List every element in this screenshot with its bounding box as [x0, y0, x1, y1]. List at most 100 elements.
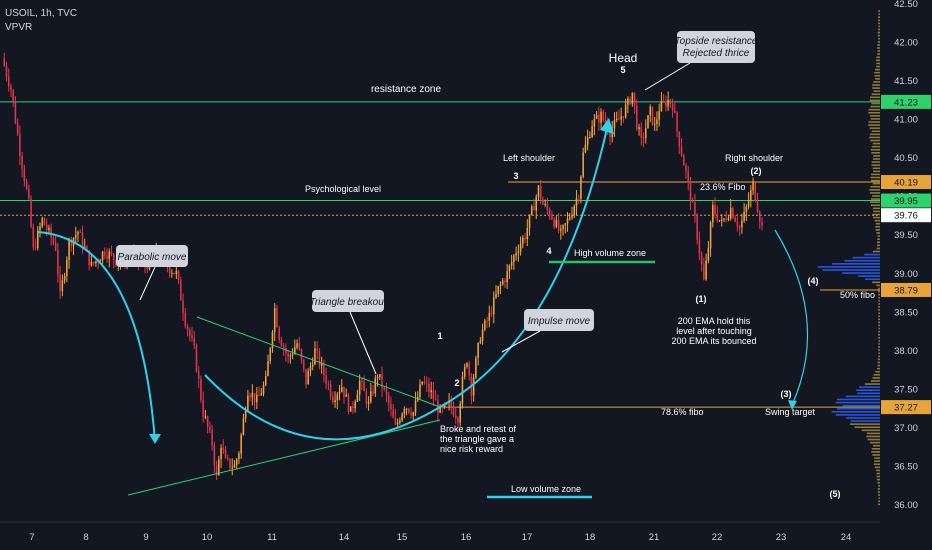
- price-axis[interactable]: [880, 0, 932, 550]
- candle-body: [5, 65, 8, 77]
- swing-curve[interactable]: [774, 229, 809, 406]
- candle-body: [660, 100, 663, 112]
- candle-body: [48, 227, 50, 230]
- candle-body: [396, 422, 399, 425]
- candle-body: [756, 200, 759, 212]
- candle-body: [631, 92, 634, 104]
- candle-body: [490, 312, 493, 315]
- candle-body: [305, 368, 307, 385]
- price-tag-value: 39.95: [894, 196, 918, 207]
- candle-body: [108, 251, 111, 259]
- price-tick: 39.50: [894, 230, 918, 241]
- candle-body: [678, 131, 681, 147]
- cup-curve[interactable]: [204, 374, 441, 441]
- parabolic-curve[interactable]: [37, 231, 156, 443]
- candle-body: [32, 226, 35, 248]
- time-tick: 21: [649, 532, 660, 543]
- impulse-curve[interactable]: [439, 123, 609, 408]
- candle-body: [106, 255, 108, 259]
- candle-body: [213, 445, 216, 466]
- candle-body: [282, 345, 285, 349]
- triangle-lower-line[interactable]: [127, 419, 441, 496]
- candle-body: [39, 226, 41, 231]
- candle-body: [50, 227, 52, 238]
- candle-body: [401, 413, 403, 421]
- candle-body: [81, 232, 84, 248]
- candle-body: [638, 127, 640, 130]
- candle-body: [620, 116, 622, 120]
- wave-4-label: 4: [546, 246, 551, 256]
- candle-body: [723, 218, 725, 220]
- candle-body: [224, 449, 227, 459]
- candle-body: [323, 363, 325, 376]
- candle-body: [79, 231, 82, 233]
- wave-5-label: 5: [620, 65, 625, 75]
- candle-body: [492, 297, 495, 315]
- candle-body: [372, 391, 374, 394]
- resistance-zone-label: resistance zone: [371, 84, 441, 95]
- triangle-callout[interactable]: Triangle breakout: [309, 290, 388, 375]
- candle-body: [582, 152, 584, 177]
- candle-body: [300, 349, 303, 360]
- candle-body: [629, 98, 631, 104]
- candle-body: [334, 400, 336, 403]
- candle-body: [568, 217, 571, 219]
- candle-body: [16, 122, 19, 135]
- candle-body: [92, 261, 95, 264]
- time-tick: 7: [29, 532, 34, 543]
- triangle-upper-line[interactable]: [196, 316, 441, 408]
- impulse-callout[interactable]: Impulse move: [501, 309, 594, 353]
- price-tag-value: 39.76: [894, 211, 918, 222]
- candle-body: [528, 214, 531, 228]
- candle-body: [320, 363, 323, 366]
- wave-2-label: 2: [454, 378, 459, 388]
- candle-body: [262, 384, 265, 394]
- candle-body: [729, 207, 732, 219]
- vpvr-indicator-label[interactable]: VPVR: [5, 22, 33, 33]
- candle-body: [90, 261, 93, 266]
- point-4-label: (4): [808, 276, 819, 286]
- price-tick: 40.50: [894, 153, 918, 164]
- psychological-level-label: Psychological level: [305, 184, 381, 194]
- candle-body: [718, 220, 721, 222]
- symbol-title[interactable]: USOIL, 1h, TVC: [5, 8, 78, 19]
- time-tick: 11: [267, 532, 277, 543]
- candle-body: [327, 383, 330, 385]
- parabolic-callout[interactable]: Parabolic move: [116, 245, 188, 301]
- candle-body: [510, 262, 513, 266]
- candle-body: [294, 347, 296, 354]
- candle-body: [741, 220, 743, 228]
- candle-body: [709, 222, 712, 249]
- time-tick: 22: [712, 532, 723, 543]
- candle-body: [291, 353, 294, 356]
- time-ticks: 7 8 9 10 11 14 15 16 17 18 21 22 23 24: [29, 532, 851, 543]
- ema-note-line3: 200 EMA its bounced: [671, 336, 756, 346]
- candle-body: [515, 253, 517, 256]
- fib-786-label: 78.6% fibo: [661, 407, 704, 417]
- candle-body: [238, 453, 240, 460]
- price-tag: [881, 282, 931, 297]
- candle-body: [376, 377, 379, 379]
- candle-body: [425, 382, 428, 384]
- candle-body: [636, 105, 638, 130]
- candle-body: [374, 378, 377, 394]
- topside-callout[interactable]: Topside resistance Rejected thrice: [644, 31, 758, 91]
- left-shoulder-label: Left shoulder: [503, 153, 555, 163]
- candle-body: [209, 426, 211, 430]
- time-tick: 16: [461, 532, 472, 543]
- candle-body: [258, 394, 260, 396]
- candle-body: [750, 190, 752, 201]
- candle-body: [428, 383, 430, 393]
- candle-body: [392, 409, 394, 418]
- candle-body: [244, 410, 247, 419]
- candle-body: [662, 100, 665, 102]
- candle-body: [256, 394, 258, 403]
- candle-body: [405, 408, 408, 410]
- price-tag-value: 38.79: [894, 285, 918, 296]
- price-tick: 38.50: [894, 307, 918, 318]
- candle-body: [233, 465, 236, 468]
- candle-body: [687, 171, 690, 182]
- candle-body: [177, 270, 180, 281]
- candle-body: [285, 348, 287, 354]
